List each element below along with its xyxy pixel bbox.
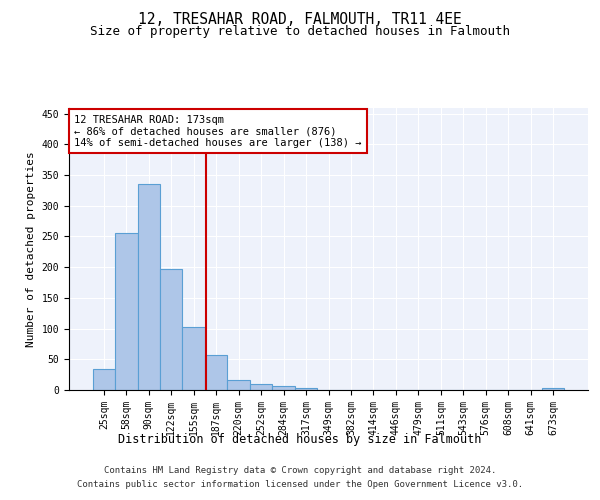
Text: 12, TRESAHAR ROAD, FALMOUTH, TR11 4EE: 12, TRESAHAR ROAD, FALMOUTH, TR11 4EE: [138, 12, 462, 28]
Bar: [295, 388, 317, 390]
Bar: [137, 184, 160, 390]
Bar: [182, 326, 205, 390]
Text: 12 TRESAHAR ROAD: 173sqm
← 86% of detached houses are smaller (876)
14% of semi-: 12 TRESAHAR ROAD: 173sqm ← 86% of detach…: [74, 114, 362, 148]
Text: Contains HM Land Registry data © Crown copyright and database right 2024.: Contains HM Land Registry data © Crown c…: [104, 466, 496, 475]
Text: Distribution of detached houses by size in Falmouth: Distribution of detached houses by size …: [118, 432, 482, 446]
Y-axis label: Number of detached properties: Number of detached properties: [26, 151, 36, 346]
Bar: [272, 386, 295, 390]
Text: Size of property relative to detached houses in Falmouth: Size of property relative to detached ho…: [90, 25, 510, 38]
Bar: [160, 269, 182, 390]
Bar: [92, 368, 115, 390]
Bar: [115, 234, 137, 390]
Bar: [250, 384, 272, 390]
Bar: [227, 380, 250, 390]
Bar: [542, 388, 565, 390]
Text: Contains public sector information licensed under the Open Government Licence v3: Contains public sector information licen…: [77, 480, 523, 489]
Bar: [205, 355, 227, 390]
